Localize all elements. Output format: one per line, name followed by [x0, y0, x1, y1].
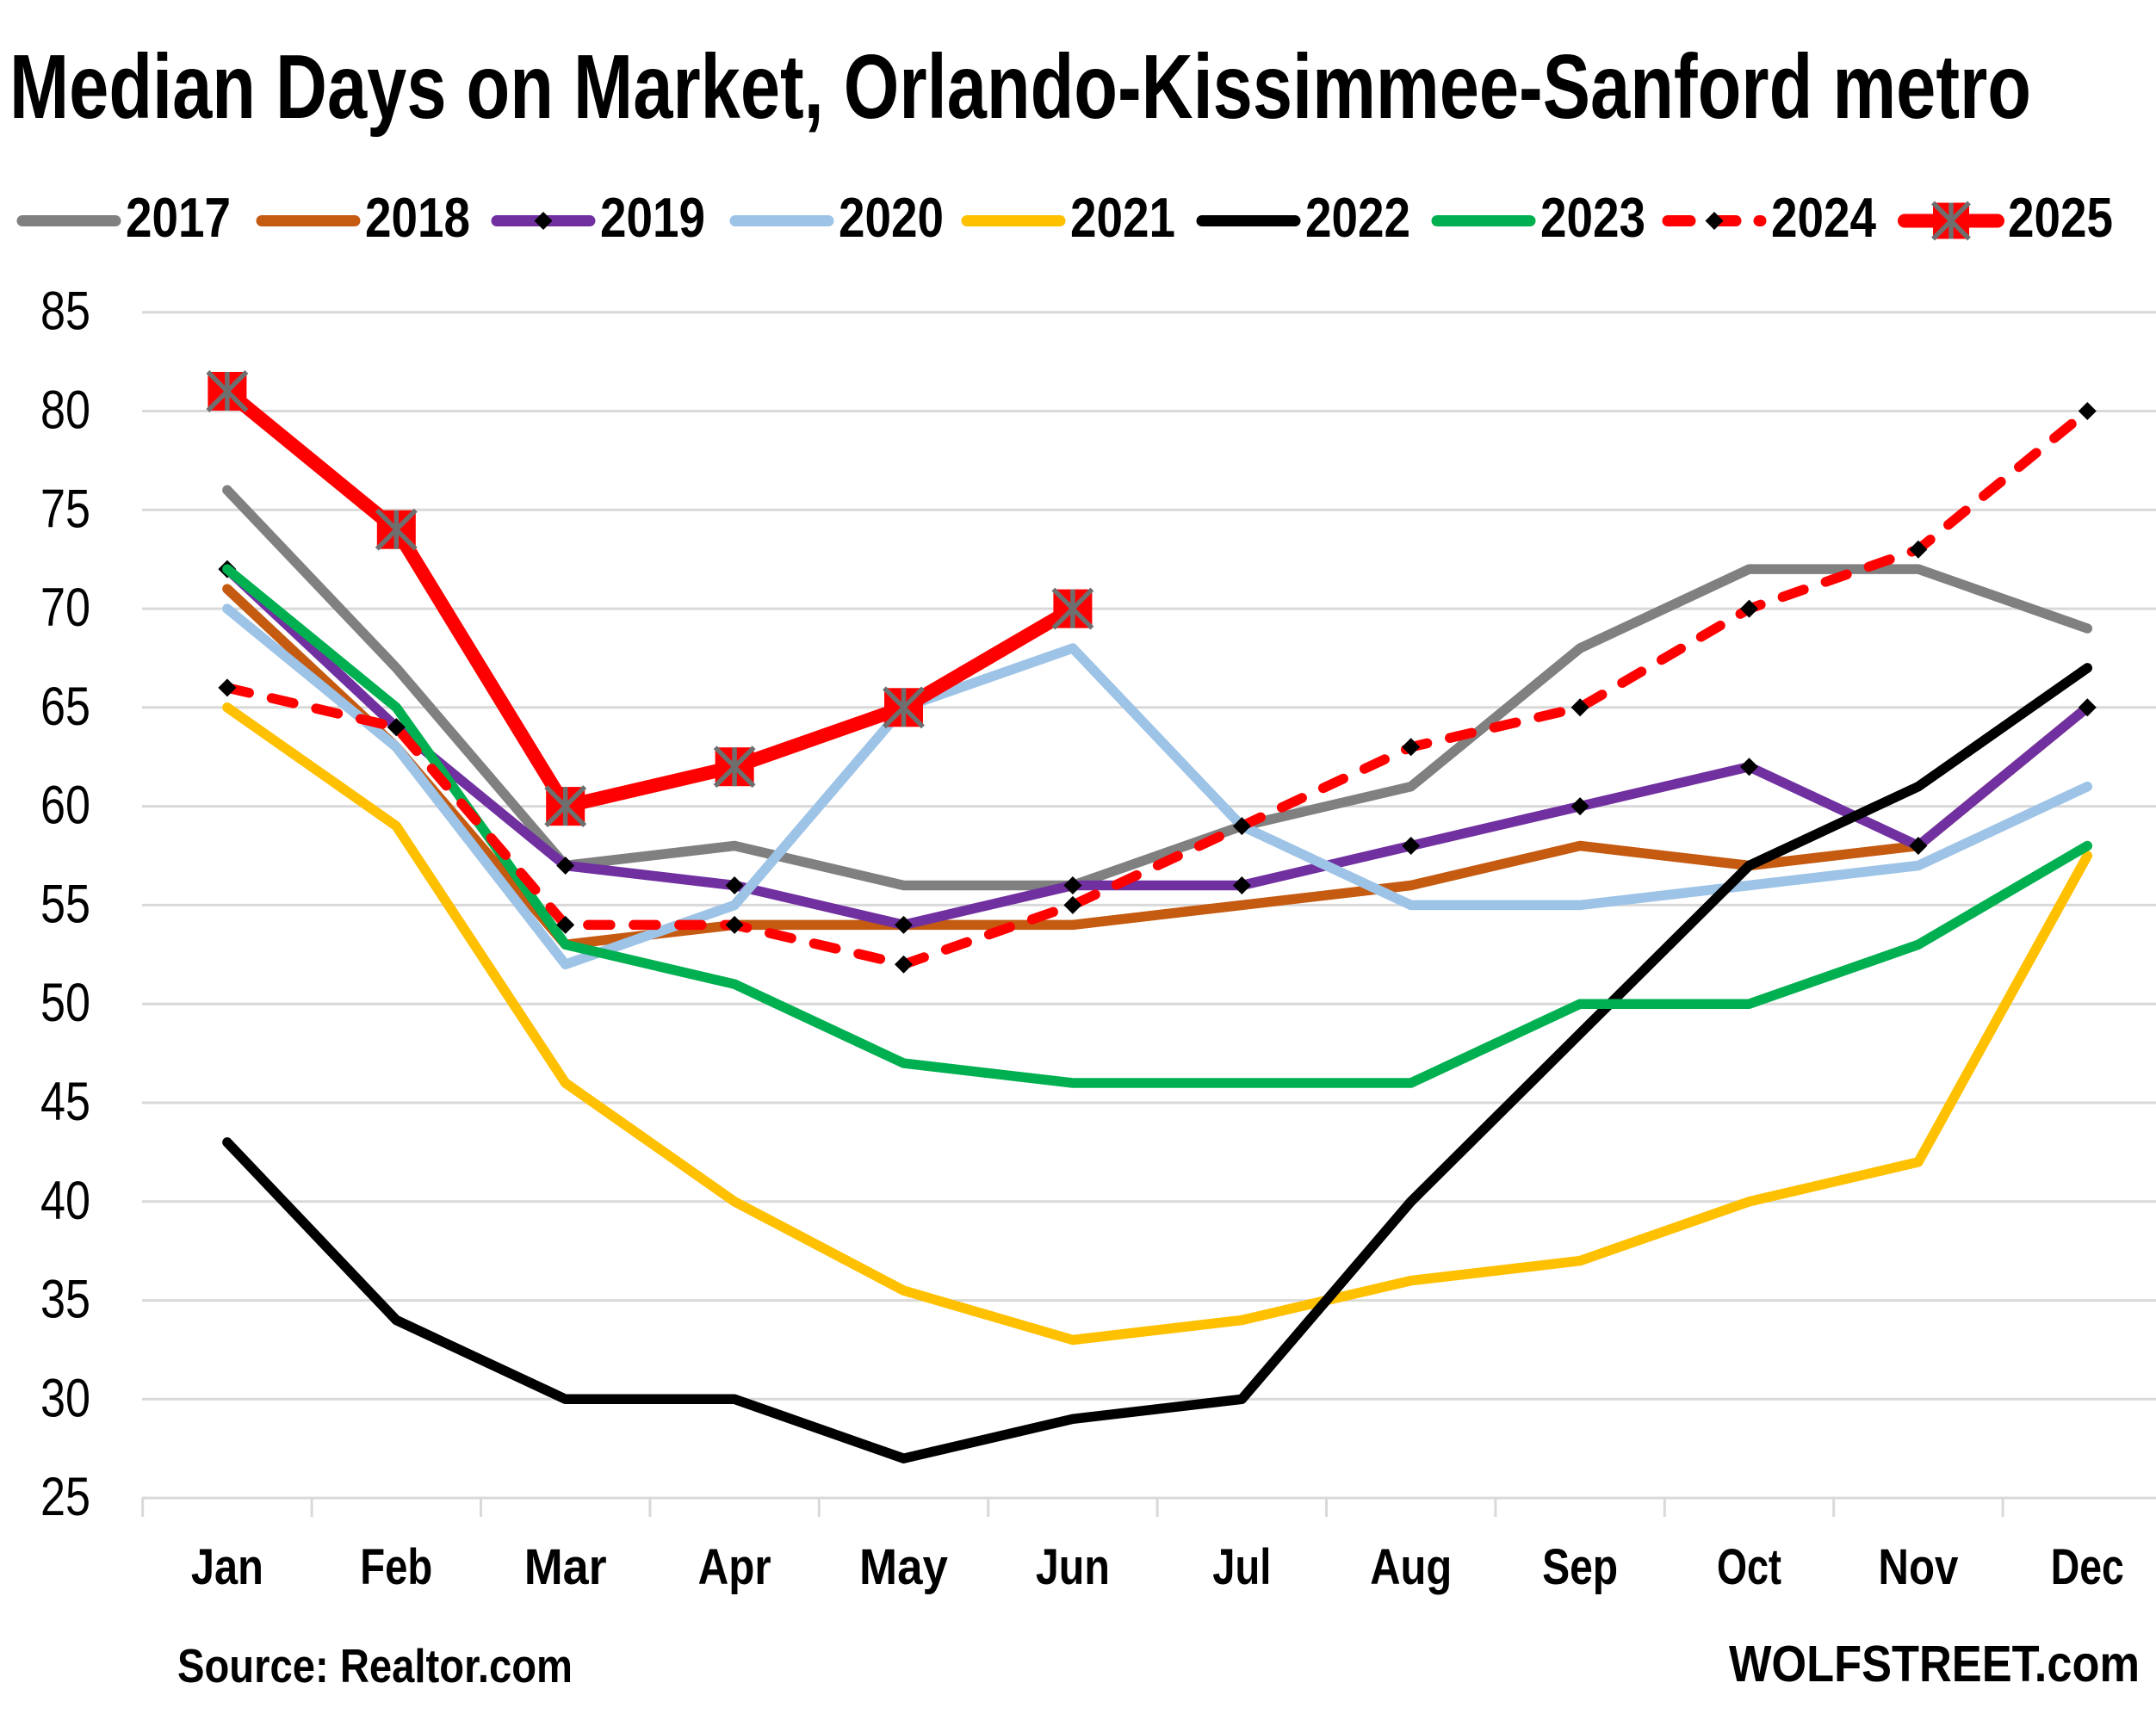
svg-text:Dec: Dec	[2051, 1539, 2124, 1595]
svg-text:25: 25	[40, 1467, 90, 1527]
svg-text:Oct: Oct	[1717, 1539, 1781, 1595]
svg-text:Apr: Apr	[698, 1539, 771, 1595]
svg-text:2023: 2023	[1540, 187, 1645, 249]
svg-text:65: 65	[40, 677, 90, 737]
svg-text:Source: Realtor.com: Source: Realtor.com	[177, 1639, 573, 1692]
svg-text:2021: 2021	[1070, 187, 1175, 249]
svg-text:2019: 2019	[600, 187, 705, 249]
svg-text:2024: 2024	[1771, 187, 1876, 249]
svg-text:May: May	[859, 1539, 948, 1595]
svg-text:75: 75	[40, 479, 90, 539]
svg-text:60: 60	[40, 776, 90, 836]
svg-text:85: 85	[40, 282, 90, 342]
svg-text:Jul: Jul	[1212, 1539, 1271, 1595]
svg-text:Jan: Jan	[191, 1539, 263, 1595]
svg-text:45: 45	[40, 1072, 90, 1132]
svg-text:Aug: Aug	[1370, 1539, 1452, 1595]
svg-text:2025: 2025	[2008, 187, 2113, 249]
svg-text:55: 55	[40, 874, 90, 934]
svg-text:Jun: Jun	[1036, 1539, 1110, 1595]
svg-text:80: 80	[40, 381, 90, 441]
svg-text:2022: 2022	[1305, 187, 1410, 249]
svg-text:Sep: Sep	[1542, 1539, 1618, 1595]
svg-text:Median Days on Market, Orlando: Median Days on Market, Orlando-Kissimmee…	[9, 36, 2031, 138]
svg-text:30: 30	[40, 1368, 90, 1428]
svg-text:WOLFSTREET.com: WOLFSTREET.com	[1729, 1636, 2140, 1692]
svg-text:40: 40	[40, 1171, 90, 1231]
svg-text:2018: 2018	[365, 187, 470, 249]
svg-text:Feb: Feb	[360, 1539, 432, 1595]
svg-text:2020: 2020	[839, 187, 944, 249]
svg-text:Mar: Mar	[524, 1539, 607, 1595]
svg-text:50: 50	[40, 973, 90, 1033]
svg-text:35: 35	[40, 1270, 90, 1330]
svg-text:2017: 2017	[126, 187, 231, 249]
svg-text:70: 70	[40, 578, 90, 638]
svg-text:Nov: Nov	[1878, 1539, 1958, 1595]
